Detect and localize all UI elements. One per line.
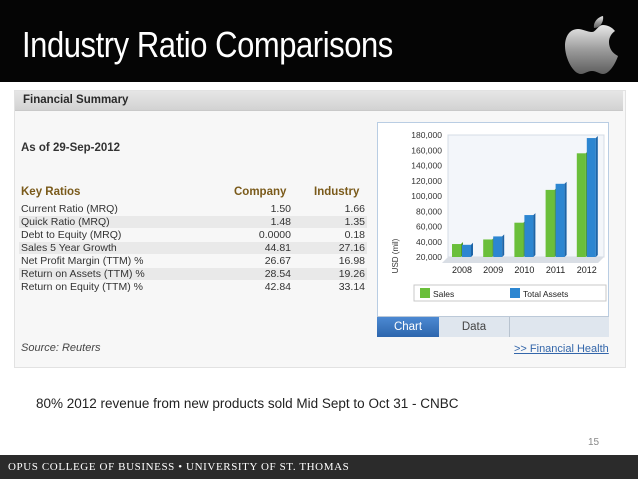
table-row: Return on Assets (TTM) % 28.54 19.26 <box>19 268 367 280</box>
total-assets-bar <box>462 244 471 257</box>
company-value: 28.54 <box>264 268 291 280</box>
total-assets-bar <box>524 215 534 257</box>
key-ratios-header: Key Ratios <box>21 186 81 198</box>
chart-floor <box>442 257 604 263</box>
industry-header: Industry <box>314 186 360 198</box>
bar-chart: 180,000 160,000 140,000 120,000 100,000 80,00… <box>391 130 607 302</box>
slide-footer: OPUS COLLEGE OF BUSINESS • UNIVERSITY OF… <box>0 455 638 479</box>
ratio-name: Return on Assets (TTM) % <box>21 268 145 280</box>
total-assets-bar-side <box>533 213 536 257</box>
industry-value: 1.35 <box>344 216 365 228</box>
industry-value: 1.66 <box>344 203 365 215</box>
legend-swatch-total-assets <box>510 288 520 298</box>
table-row: Net Profit Margin (TTM) % 26.67 16.98 <box>19 255 367 267</box>
y-tick-label: 80,000 <box>416 206 442 216</box>
sales-bar <box>545 189 555 257</box>
sales-bar <box>483 239 493 257</box>
company-value: 42.84 <box>264 281 291 293</box>
ratio-name: Return on Equity (TTM) % <box>21 281 143 293</box>
revenue-note: 80% 2012 revenue from new products sold … <box>36 396 459 411</box>
legend-label-sales: Sales <box>433 289 454 299</box>
table-row: Quick Ratio (MRQ) 1.48 1.35 <box>19 216 367 228</box>
source-note: Source: Reuters <box>21 342 101 354</box>
total-assets-bar-side <box>595 136 598 257</box>
tab-data[interactable]: Data <box>439 317 510 337</box>
chart-tab-bar: Chart Data <box>377 316 609 337</box>
x-tick-label: 2008 <box>452 265 472 275</box>
y-tick-label: 180,000 <box>411 130 442 140</box>
as-of-date: As of 29-Sep-2012 <box>21 142 121 154</box>
company-value: 0.0000 <box>258 229 291 241</box>
y-axis-label: USD (mil) <box>391 238 400 273</box>
industry-value: 16.98 <box>338 255 365 267</box>
chart-container: 180,000 160,000 140,000 120,000 100,000 80,00… <box>377 122 609 318</box>
y-tick-label: 60,000 <box>416 222 442 232</box>
industry-value: 0.18 <box>344 229 365 241</box>
industry-value: 33.14 <box>338 281 365 293</box>
sales-bar <box>576 153 586 257</box>
legend-swatch-sales <box>420 288 430 298</box>
sales-bar <box>514 222 524 257</box>
page-number: 15 <box>588 437 600 448</box>
total-assets-bar <box>586 138 596 257</box>
company-value: 1.50 <box>270 203 291 215</box>
tab-chart[interactable]: Chart <box>377 317 439 337</box>
industry-value: 19.26 <box>338 268 365 280</box>
apple-logo-icon <box>565 16 618 74</box>
y-tick-label: 120,000 <box>411 176 442 186</box>
ratio-name: Current Ratio (MRQ) <box>21 203 118 215</box>
y-tick-label: 20,000 <box>416 252 442 262</box>
y-tick-label: 40,000 <box>416 237 442 247</box>
financial-health-link[interactable]: >> Financial Health <box>514 343 609 355</box>
table-row: Return on Equity (TTM) % 42.84 33.14 <box>19 281 367 293</box>
footer-text: OPUS COLLEGE OF BUSINESS • UNIVERSITY OF… <box>8 461 350 473</box>
x-tick-label: 2010 <box>514 265 534 275</box>
panel-title-bar: Financial Summary <box>15 91 623 111</box>
sales-bar <box>452 244 461 257</box>
y-tick-label: 140,000 <box>411 161 442 171</box>
total-assets-bar-side <box>564 181 567 257</box>
ratio-name: Quick Ratio (MRQ) <box>21 216 110 228</box>
company-value: 44.81 <box>264 242 291 254</box>
ratio-name: Sales 5 Year Growth <box>21 242 117 254</box>
x-tick-label: 2011 <box>546 265 565 275</box>
panel-title: Financial Summary <box>23 94 129 106</box>
y-tick-label: 100,000 <box>411 191 442 201</box>
company-value: 26.67 <box>264 255 291 267</box>
table-row: Current Ratio (MRQ) 1.50 1.66 <box>19 203 367 215</box>
slide-title: Industry Ratio Comparisons <box>22 24 393 65</box>
table-row: Debt to Equity (MRQ) 0.0000 0.18 <box>19 229 367 241</box>
total-assets-bar <box>555 183 565 257</box>
x-tick-label: 2009 <box>483 265 503 275</box>
slide-header: Industry Ratio Comparisons <box>0 0 638 82</box>
total-assets-bar-side <box>502 234 505 257</box>
x-tick-label: 2012 <box>577 265 597 275</box>
y-tick-label: 160,000 <box>411 145 442 155</box>
ratio-name: Debt to Equity (MRQ) <box>21 229 122 241</box>
ratio-name: Net Profit Margin (TTM) % <box>21 255 144 267</box>
legend-label-total-assets: Total Assets <box>523 289 568 299</box>
total-assets-bar-side <box>471 242 473 257</box>
table-row: Sales 5 Year Growth 44.81 27.16 <box>19 242 367 254</box>
company-header: Company <box>234 186 287 198</box>
company-value: 1.48 <box>270 216 291 228</box>
total-assets-bar <box>493 236 503 257</box>
industry-value: 27.16 <box>338 242 365 254</box>
